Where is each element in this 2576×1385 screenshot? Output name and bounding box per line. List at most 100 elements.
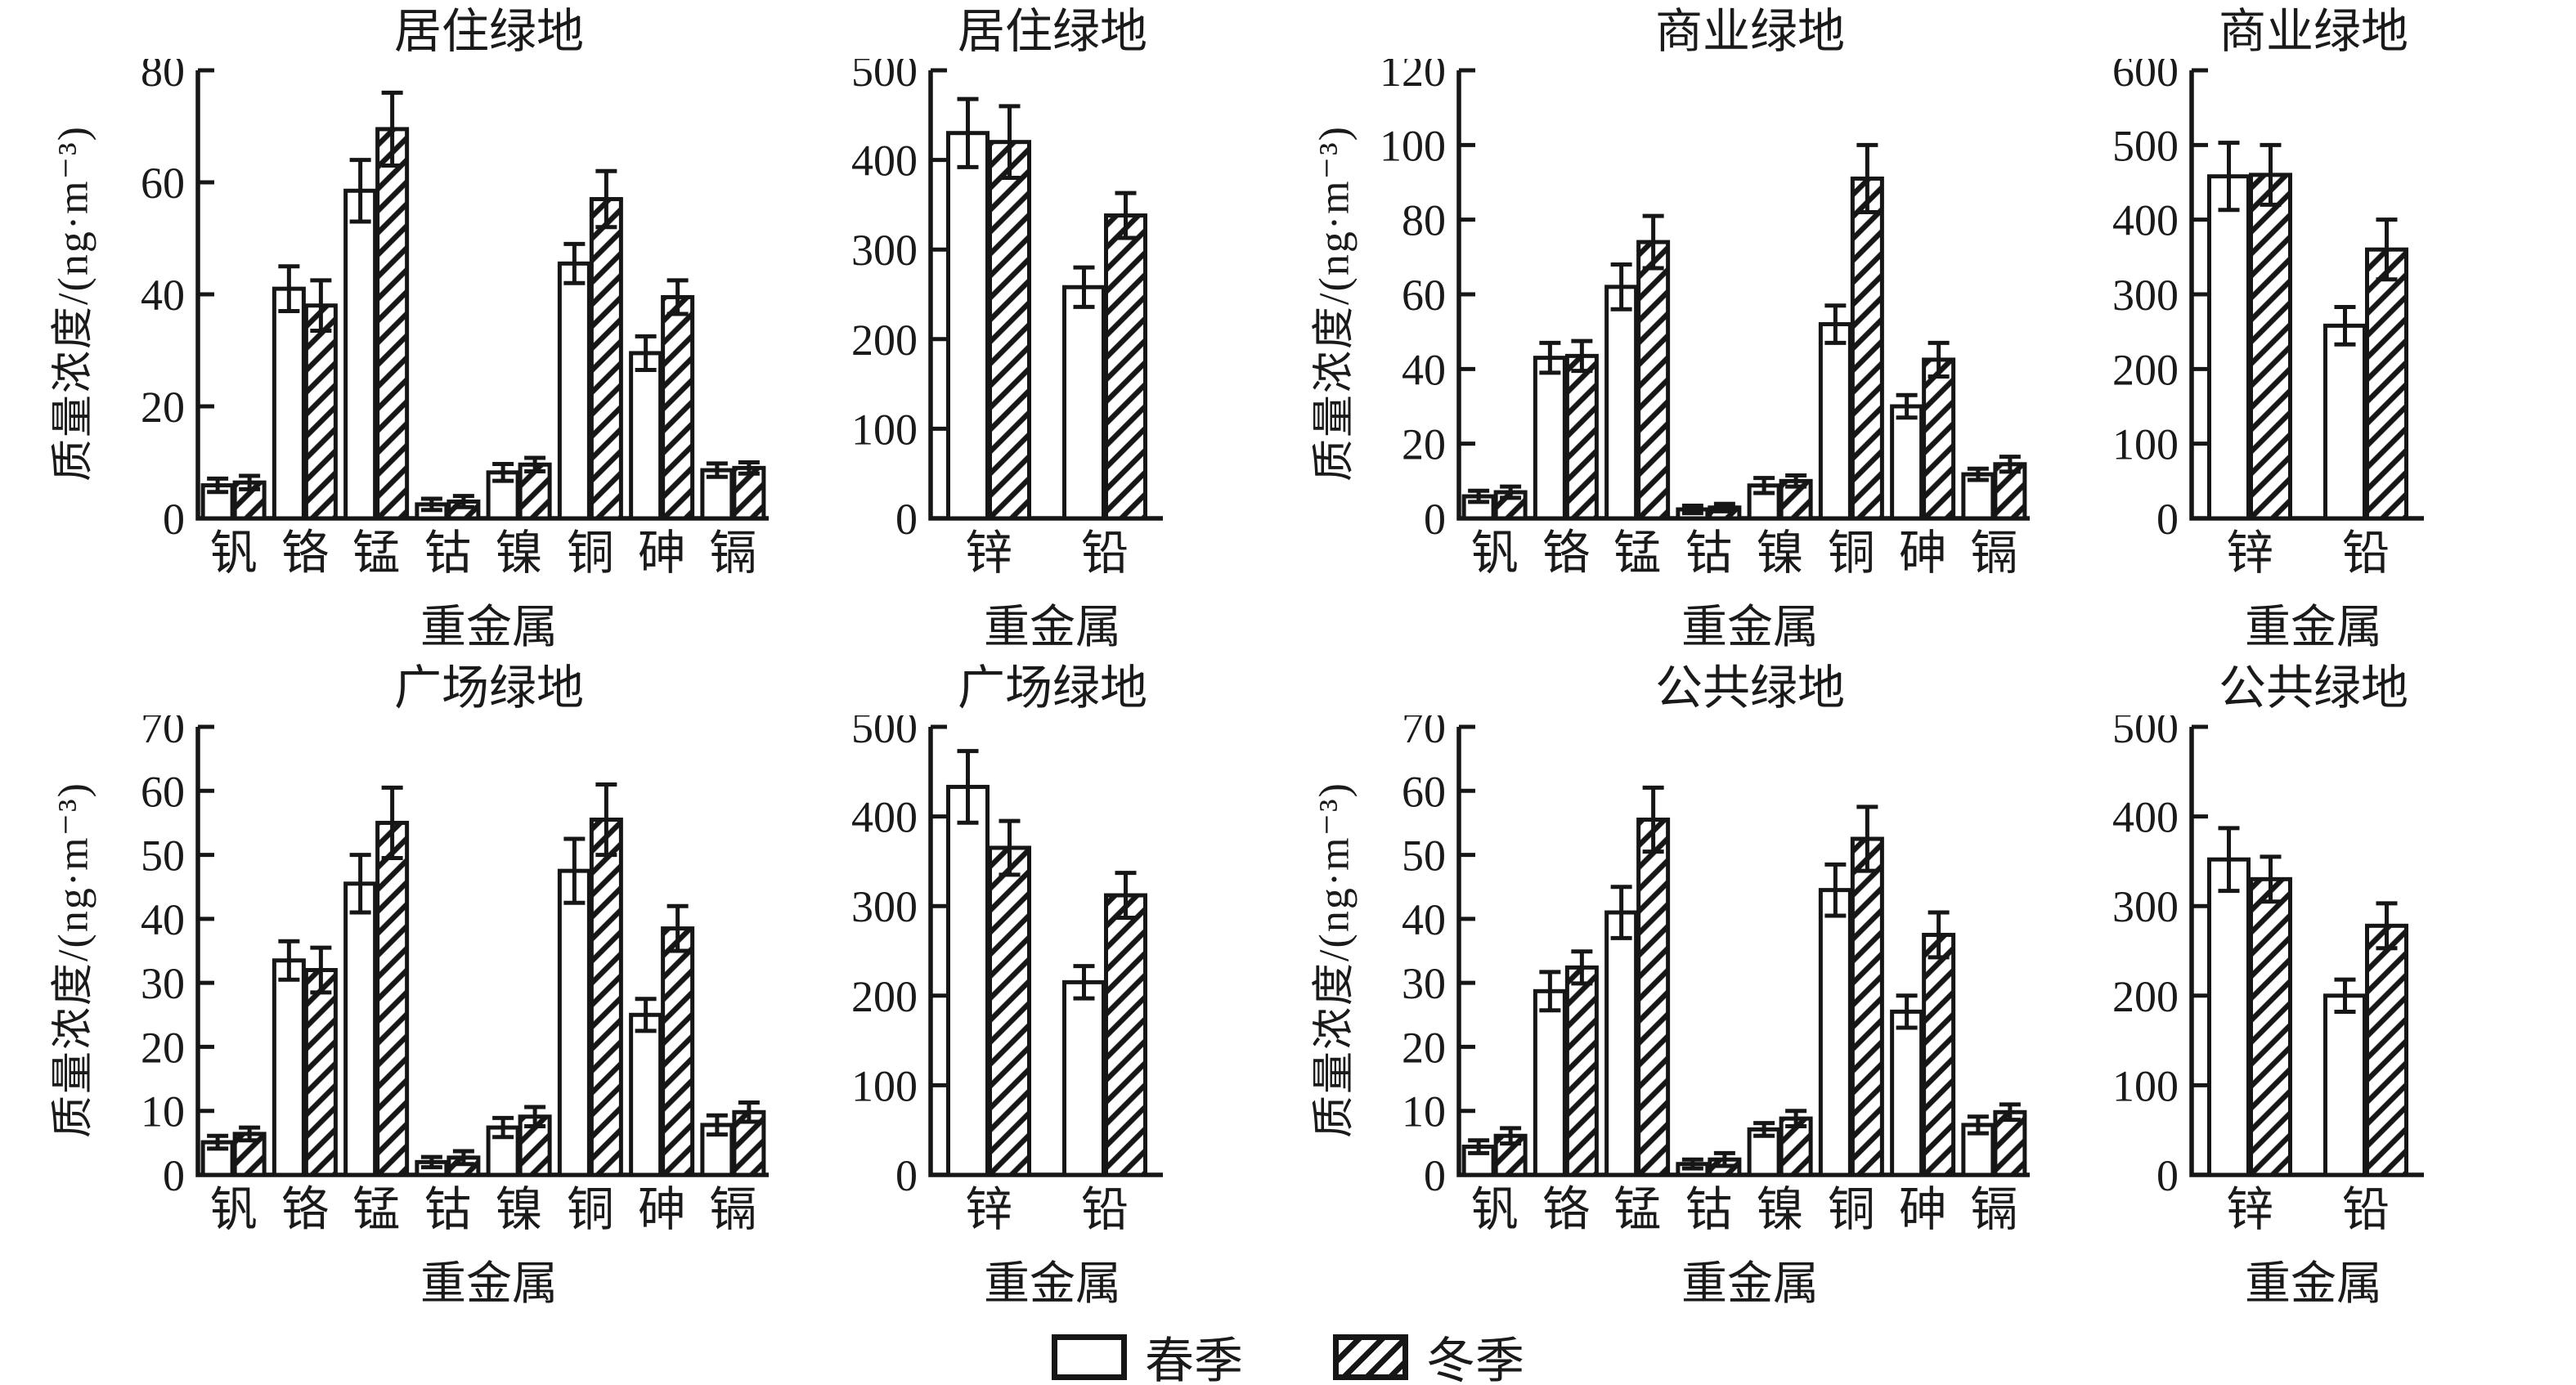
x-axis-label: 重金属 xyxy=(2245,1259,2382,1310)
errorbar-winter-5 xyxy=(595,782,617,858)
errorbar-winter-4 xyxy=(524,1105,546,1129)
bar-winter-6 xyxy=(1922,357,1956,521)
y-tick-label-500: 500 xyxy=(851,59,918,96)
plot-plaza-main: 0 10 20 30 40 50 60 70 钒铬锰钴镍铜砷镉 xyxy=(141,715,769,1236)
bar-winter-2 xyxy=(375,820,410,1177)
y-tick-label-400: 400 xyxy=(2112,196,2179,245)
x-tick-label-6: 砷 xyxy=(638,527,685,580)
errorbar-spring-1 xyxy=(2334,305,2356,347)
group-commercial: 商业绿地 质量浓度/(ng·m⁻³) 0 20 40 60 80 100 120 钒铬锰钴镍铜… xyxy=(1297,5,2435,657)
bar-spring-6 xyxy=(1890,1009,1924,1177)
errorbar-spring-0 xyxy=(2218,826,2240,894)
bar-winter-2 xyxy=(1636,240,1671,521)
x-tick-label-5: 铜 xyxy=(1828,527,1875,580)
x-tick-label-4: 镍 xyxy=(1757,527,1804,580)
y-tick-label-80: 80 xyxy=(141,59,185,96)
legend-item-winter: 冬季 xyxy=(1333,1321,1524,1385)
y-axis-label-wrap: 质量浓度/(ng·m⁻³) xyxy=(36,715,101,1247)
errorbar-winter-0 xyxy=(2260,142,2282,207)
errorbar-spring-5 xyxy=(1824,303,1847,345)
x-tick-label-2: 锰 xyxy=(1613,527,1661,580)
bar-spring-1 xyxy=(1062,979,1106,1177)
errorbar-spring-1 xyxy=(278,264,300,314)
errorbar-spring-1 xyxy=(1539,970,1561,1013)
errorbar-spring-0 xyxy=(1468,488,1490,504)
errorbar-spring-5 xyxy=(1824,862,1847,918)
errorbar-spring-4 xyxy=(492,1115,514,1140)
y-tick-label-400: 400 xyxy=(851,793,918,842)
y-tick-label-40: 40 xyxy=(141,271,185,320)
y-tick-label-0: 0 xyxy=(2156,1151,2179,1200)
group-public: 公共绿地 质量浓度/(ng·m⁻³) 0 10 20 30 40 50 60 70 钒铬锰钴镍铜… xyxy=(1297,661,2435,1313)
y-tick-label-100: 100 xyxy=(1380,121,1446,170)
y-tick-label-80: 80 xyxy=(1402,196,1446,245)
x-tick-label-0: 锌 xyxy=(2226,1183,2273,1236)
y-tick-label-600: 600 xyxy=(2112,59,2179,96)
y-tick-label-300: 300 xyxy=(2112,882,2179,931)
errorbar-spring-0 xyxy=(957,749,979,825)
errorbar-winter-7 xyxy=(1999,1102,2021,1123)
bar-winter-5 xyxy=(1850,836,1884,1177)
errorbar-winter-6 xyxy=(666,903,689,953)
y-tick-label-200: 200 xyxy=(2112,972,2179,1021)
x-tick-label-2: 锰 xyxy=(1613,1183,1661,1236)
y-tick-label-0: 0 xyxy=(163,495,185,544)
bar-spring-0 xyxy=(2207,857,2251,1177)
errorbar-winter-6 xyxy=(1928,910,1950,960)
y-axis-label: 质量浓度/(ng·m⁻³) xyxy=(50,782,97,1138)
x-tick-label-0: 锌 xyxy=(965,1183,1012,1236)
bar-spring-2 xyxy=(343,188,378,521)
plot-public-main: 0 10 20 30 40 50 60 70 钒铬锰钴镍铜砷镉 xyxy=(1402,715,2030,1236)
errorbar-spring-1 xyxy=(1073,265,1095,309)
bar-spring-5 xyxy=(557,868,591,1177)
bar-spring-2 xyxy=(343,881,378,1177)
chart-body: 0 100 200 300 400 500 锌 铅 xyxy=(2084,715,2435,1247)
errorbar-winter-0 xyxy=(1500,484,1522,500)
bar-winter-0 xyxy=(2249,876,2292,1177)
bar-spring-1 xyxy=(1533,988,1567,1177)
y-tick-label-20: 20 xyxy=(1402,1023,1446,1072)
bar-winter-2 xyxy=(375,127,410,521)
errorbar-spring-7 xyxy=(1967,1114,1989,1136)
errorbar-winter-0 xyxy=(2260,854,2282,904)
chart-body: 质量浓度/(ng·m⁻³) 0 20 40 60 80 100 120 钒铬锰钴镍铜砷镉 xyxy=(1297,59,2041,590)
chart-body: 0 100 200 300 400 500 锌 铅 xyxy=(823,715,1174,1247)
bar-winter-1 xyxy=(1104,893,1147,1177)
errorbar-winter-2 xyxy=(1642,785,1664,854)
errorbar-winter-0 xyxy=(239,473,261,491)
bar-winter-2 xyxy=(1636,818,1671,1177)
x-axis-label: 重金属 xyxy=(420,603,558,653)
errorbar-spring-1 xyxy=(2334,977,2356,1015)
y-tick-label-10: 10 xyxy=(1402,1087,1446,1136)
x-tick-label-1: 铬 xyxy=(281,1183,329,1236)
bar-spring-1 xyxy=(272,958,306,1177)
errorbar-spring-6 xyxy=(1896,392,1918,420)
errorbar-spring-0 xyxy=(1468,1138,1490,1155)
bar-winter-1 xyxy=(1564,965,1599,1177)
errorbar-winter-1 xyxy=(1115,871,1137,920)
bar-winter-6 xyxy=(1922,932,1956,1177)
errorbar-spring-4 xyxy=(1753,476,1775,495)
x-tick-label-3: 钴 xyxy=(424,1183,471,1236)
errorbar-spring-0 xyxy=(2218,141,2240,213)
bar-spring-6 xyxy=(1890,404,1924,521)
chart-plaza-znpb: 广场绿地 0 100 200 300 400 500 锌 铅 重金属 xyxy=(823,661,1174,1313)
row-top: 居住绿地 质量浓度/(ng·m⁻³) 0 20 40 60 80 钒铬锰钴镍铜砷镉 重金属… xyxy=(0,5,2576,657)
y-tick-label-60: 60 xyxy=(141,159,185,208)
y-tick-label-300: 300 xyxy=(2112,271,2179,320)
group-residential: 居住绿地 质量浓度/(ng·m⁻³) 0 20 40 60 80 钒铬锰钴镍铜砷镉 重金属… xyxy=(36,5,1174,657)
bar-winter-5 xyxy=(1850,176,1884,521)
bar-spring-2 xyxy=(1604,285,1639,521)
y-tick-label-60: 60 xyxy=(1402,767,1446,816)
errorbar-winter-0 xyxy=(999,818,1021,877)
errorbar-winter-0 xyxy=(999,104,1021,181)
plot-residential-main: 0 20 40 60 80 钒铬锰钴镍铜砷镉 xyxy=(141,59,769,580)
errorbar-winter-4 xyxy=(1785,473,1807,489)
errorbar-spring-0 xyxy=(207,1133,229,1151)
errorbar-spring-0 xyxy=(957,96,979,169)
errorbar-spring-7 xyxy=(706,1113,728,1137)
errorbar-spring-2 xyxy=(349,158,371,224)
x-tick-label-0: 锌 xyxy=(2226,527,2273,580)
bar-winter-6 xyxy=(661,926,695,1177)
